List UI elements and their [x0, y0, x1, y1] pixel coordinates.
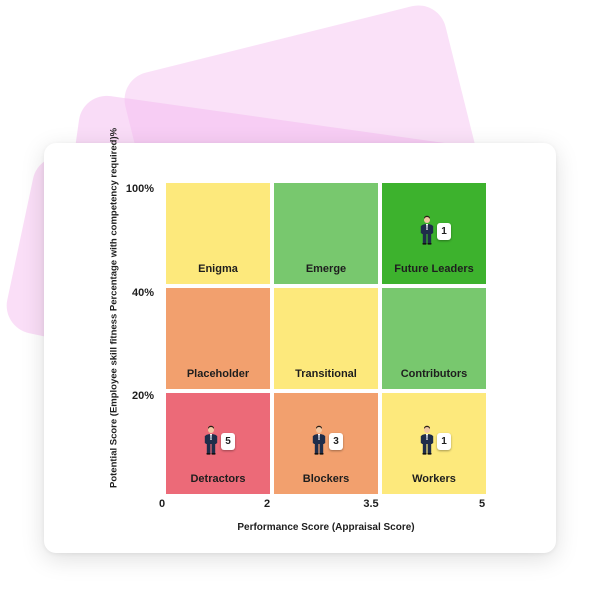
grid-cell-blockers[interactable]: Blockers 3 [274, 393, 378, 494]
grid-cell-transitional[interactable]: Transitional [274, 288, 378, 389]
cell-label: Detractors [190, 473, 246, 485]
y-tick-label: 100% [125, 183, 154, 195]
y-tick-label: 40% [131, 287, 154, 299]
cell-label: Enigma [198, 263, 238, 275]
grid-cell-emerge[interactable]: Emerge [274, 183, 378, 284]
businessman-icon [420, 425, 434, 460]
cell-label: Contributors [400, 368, 468, 380]
y-axis-label: Potential Score (Employee skill fitness … [108, 127, 120, 488]
grid-cell-placeholder[interactable]: Placeholder [166, 288, 270, 389]
cell-label: Emerge [305, 263, 347, 275]
grid-cell-workers[interactable]: Workers 1 [382, 393, 486, 494]
y-tick-label: 20% [131, 390, 154, 402]
x-tick-label: 3.5 [363, 498, 379, 510]
x-tick-label: 5 [478, 498, 486, 510]
grid-cell-enigma[interactable]: Enigma [166, 183, 270, 284]
x-tick-label: 2 [263, 498, 271, 510]
nine-box-grid: Enigma Emerge Future Leaders 1 Placeholder Tr… [166, 183, 486, 494]
grid-cell-future-leaders[interactable]: Future Leaders 1 [382, 183, 486, 284]
x-tick-label: 0 [158, 498, 166, 510]
businessman-icon [204, 425, 218, 460]
businessman-icon [420, 215, 434, 250]
cell-label: Transitional [295, 368, 357, 380]
grid-cell-detractors[interactable]: Detractors 5 [166, 393, 270, 494]
employee-count-badge[interactable]: 3 [329, 433, 343, 450]
cell-label: Blockers [302, 473, 350, 485]
employee-count-badge[interactable]: 1 [437, 433, 451, 450]
cell-label: Workers [412, 473, 456, 485]
nine-box-card: Potential Score (Employee skill fitness … [44, 127, 556, 553]
employee-count-badge[interactable]: 5 [221, 433, 235, 450]
employee-count-badge[interactable]: 1 [437, 223, 451, 240]
grid-cell-contributors[interactable]: Contributors [382, 288, 486, 389]
cell-label: Placeholder [186, 368, 250, 380]
cell-label: Future Leaders [394, 263, 474, 275]
x-axis-label: Performance Score (Appraisal Score) [237, 522, 415, 533]
businessman-icon [312, 425, 326, 460]
